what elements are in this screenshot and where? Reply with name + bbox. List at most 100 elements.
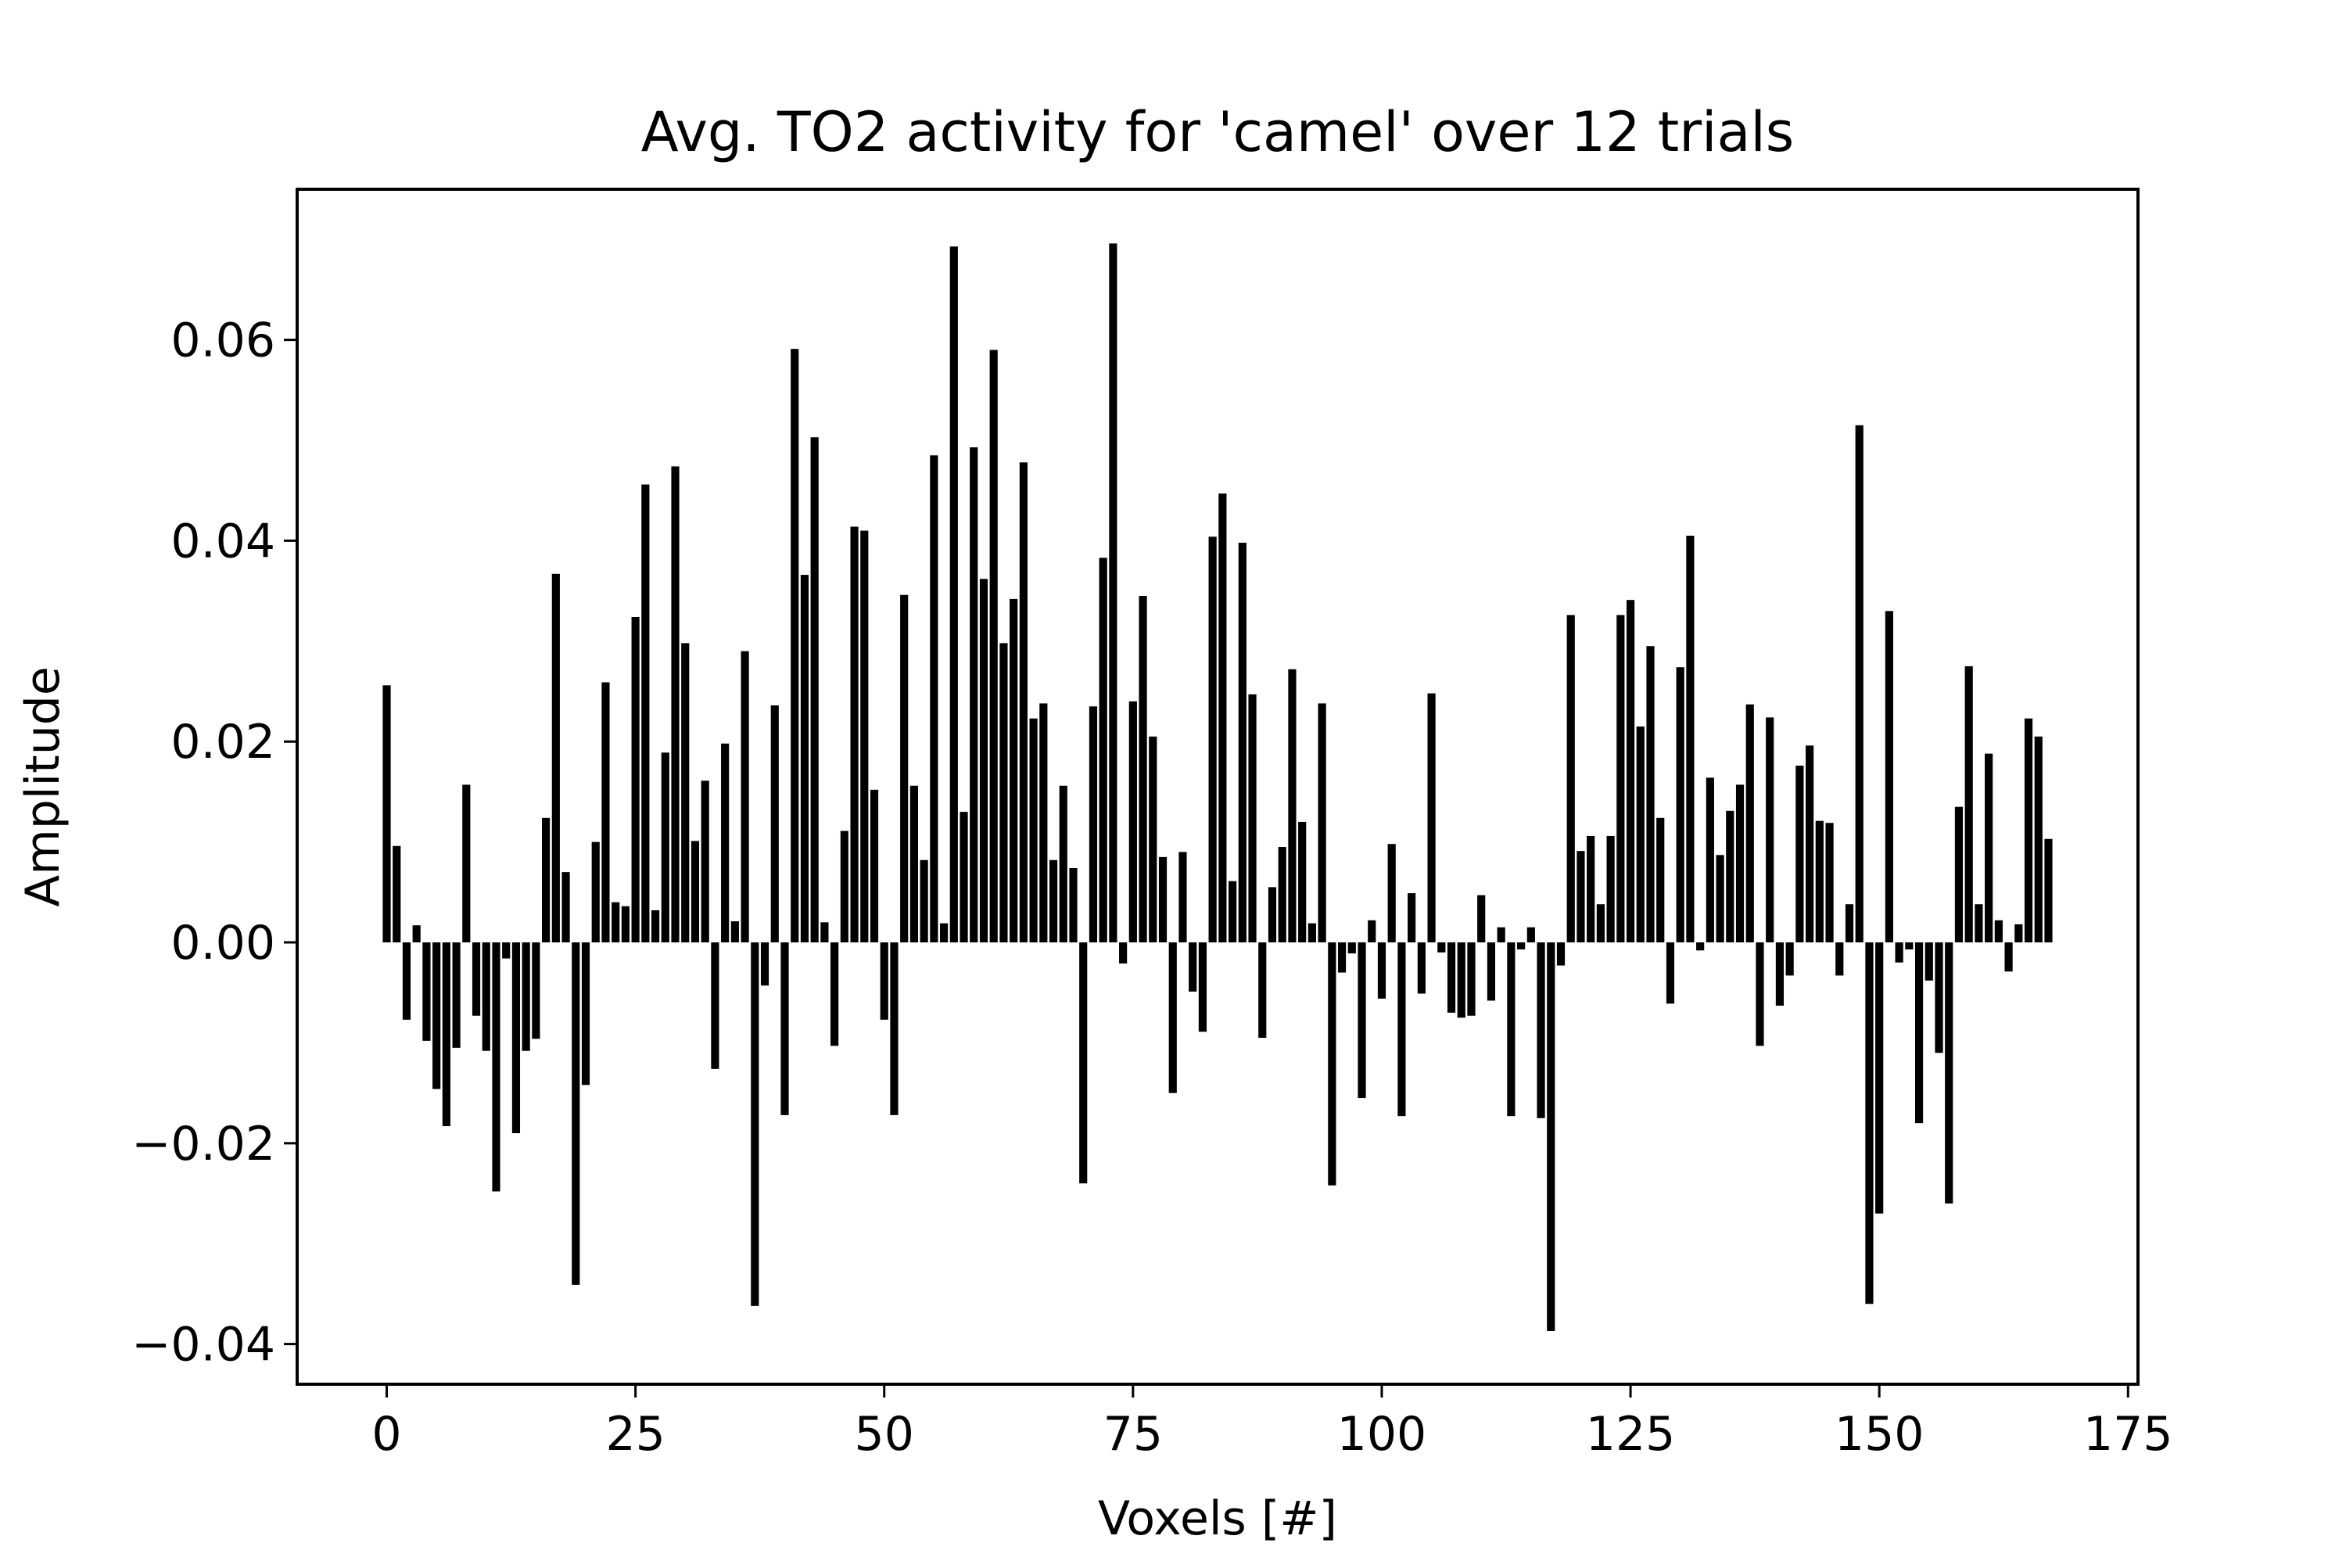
bar	[1735, 784, 1745, 943]
bar	[1517, 942, 1526, 950]
bar	[1726, 810, 1734, 943]
bar	[572, 942, 580, 1285]
bar	[1636, 726, 1645, 943]
x-tick-label: 125	[1586, 1407, 1676, 1462]
bar	[939, 923, 949, 943]
bar	[1706, 777, 1714, 943]
bar	[651, 910, 660, 943]
bar	[1646, 646, 1655, 943]
bar	[412, 925, 421, 943]
x-tick-label: 150	[1835, 1407, 1925, 1462]
bar	[1278, 847, 1286, 943]
bar	[1537, 942, 1545, 1118]
bar	[1556, 942, 1566, 966]
bar	[1756, 942, 1764, 1046]
bar	[452, 942, 461, 1048]
x-tick-label: 25	[605, 1407, 665, 1462]
bar	[581, 942, 590, 1085]
bar	[1437, 942, 1446, 953]
bar	[1676, 667, 1684, 943]
bar	[1606, 835, 1615, 943]
bar	[1139, 596, 1147, 943]
bar	[1318, 703, 1326, 943]
bar	[1656, 817, 1665, 943]
bar	[2004, 942, 2013, 972]
y-tick-label: 0.06	[170, 314, 275, 368]
bar	[1795, 766, 1804, 943]
bar	[850, 526, 859, 943]
bar	[1945, 942, 1953, 1204]
bar	[999, 643, 1008, 943]
bar	[1885, 611, 1893, 943]
bar	[1447, 942, 1456, 1013]
bar	[442, 942, 450, 1127]
bar	[1368, 920, 1376, 943]
bar	[1875, 942, 1884, 1214]
bar	[791, 349, 799, 943]
bar	[741, 651, 749, 943]
bar	[880, 942, 888, 1020]
bar	[621, 906, 630, 943]
bar	[1964, 666, 1973, 943]
bar	[890, 942, 899, 1115]
bar	[511, 942, 521, 1133]
bar	[1507, 942, 1516, 1117]
bar	[1109, 243, 1117, 943]
bar	[1189, 942, 1197, 992]
bar	[1806, 745, 1814, 943]
bar	[1149, 736, 1157, 943]
y-axis-label: Amplitude	[16, 666, 70, 906]
bar	[601, 682, 610, 943]
bar	[1825, 823, 1834, 943]
bar	[1377, 942, 1386, 999]
bar	[1666, 942, 1675, 1004]
y-axis-ticks: −0.04 −0.02 0.00 0.02 0.04 0.06	[131, 314, 297, 1372]
bar	[1069, 868, 1078, 943]
bar	[970, 447, 978, 943]
bar	[810, 437, 819, 943]
bar	[840, 831, 848, 943]
bar	[1408, 893, 1416, 943]
bar	[1577, 851, 1585, 943]
x-tick-label: 75	[1103, 1407, 1163, 1462]
bar	[631, 617, 640, 943]
bar	[1467, 942, 1476, 1016]
bar	[432, 942, 441, 1089]
bar	[1686, 535, 1695, 943]
bar	[522, 942, 530, 1051]
bar	[1198, 942, 1207, 1032]
bar	[770, 705, 779, 943]
bar	[1985, 753, 1993, 943]
bar	[1178, 852, 1187, 943]
bar	[721, 743, 730, 943]
x-axis-label: Voxels [#]	[1098, 1491, 1337, 1546]
bar	[2034, 736, 2043, 943]
bar	[1954, 806, 1964, 943]
bar	[1716, 855, 1724, 943]
bar	[402, 942, 411, 1020]
bar	[382, 685, 391, 943]
bar	[1835, 942, 1844, 976]
bar	[1547, 942, 1555, 1331]
bar	[1298, 821, 1307, 943]
bar	[711, 942, 719, 1069]
bar	[1616, 615, 1625, 943]
y-tick-label: −0.02	[131, 1117, 275, 1172]
bar	[909, 785, 918, 943]
bar	[542, 817, 551, 943]
plot-frame	[296, 188, 2140, 1386]
x-tick-label: 0	[371, 1407, 401, 1462]
bar	[1477, 895, 1486, 943]
x-tick-label: 175	[2083, 1407, 2173, 1462]
bar	[2044, 838, 2053, 943]
bar	[1238, 542, 1247, 943]
bar	[820, 922, 829, 943]
bar	[1049, 859, 1058, 943]
bar	[532, 942, 540, 1039]
bar	[1587, 835, 1595, 943]
bar	[1427, 693, 1436, 943]
bars-group	[382, 243, 2053, 1331]
bar	[1208, 536, 1217, 943]
bar	[760, 942, 769, 986]
